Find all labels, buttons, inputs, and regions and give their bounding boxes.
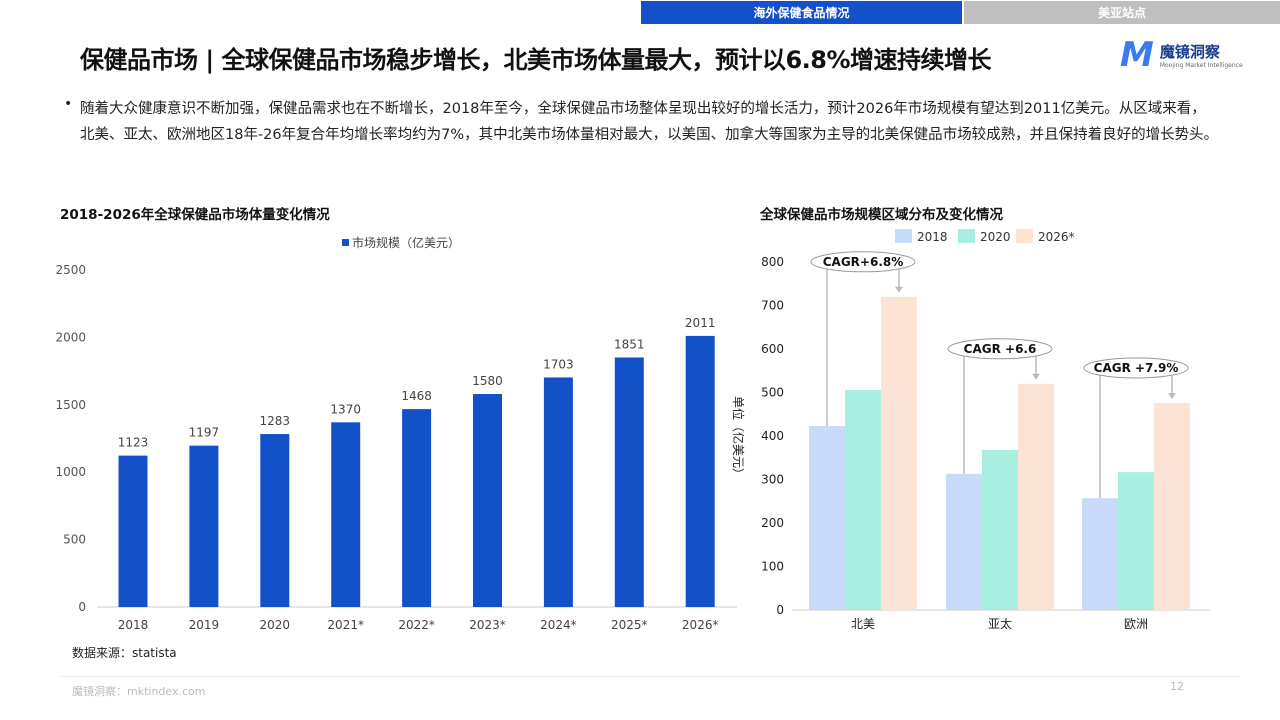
x-tick-label: 2025* (611, 618, 648, 632)
y-tick-label: 700 (761, 299, 784, 313)
legend-label: 2020 (980, 230, 1011, 244)
bar-北美-2026* (881, 296, 917, 610)
arrow-down-icon (895, 286, 903, 293)
logo-name: 魔镜洞察 (1159, 43, 1220, 61)
bar-欧洲-2026* (1154, 402, 1190, 610)
bar-2021* (331, 422, 361, 607)
data-label: 1468 (401, 389, 432, 403)
footer-divider (60, 676, 1240, 677)
page-title: 保健品市场 | 全球保健品市场稳步增长，北美市场体量最大，预计以6.8%增速持续… (80, 46, 992, 74)
cagr-bubble (1083, 357, 1189, 379)
cagr-label: CAGR+6.8% (823, 255, 904, 269)
legend-swatch (1016, 229, 1033, 243)
x-tick-label: 欧洲 (1124, 617, 1148, 631)
legend-label: 2018 (917, 230, 948, 244)
bar-2019 (189, 445, 219, 607)
data-source: 数据来源：statista (72, 646, 177, 660)
tab-overseas-health-food[interactable]: 海外保健食品情况 (641, 1, 962, 24)
x-tick-label: 2018 (118, 618, 149, 632)
logo: M 魔镜洞察 Moojing Market Intelligence (1120, 38, 1243, 72)
market-size-bar-chart: 0 500 1000 1500 2000 2500 市场规模（亿美元） 1123 2018 119… (55, 235, 737, 632)
y-tick-label: 300 (761, 473, 784, 487)
data-label: 1703 (543, 357, 574, 371)
logo-mark-icon: M (1120, 35, 1154, 75)
bar-2022* (402, 409, 432, 607)
y-tick-label: 100 (761, 560, 784, 574)
bar-欧洲-2018 (1082, 498, 1118, 610)
y-tick-label: 1000 (55, 465, 86, 479)
data-label: 1123 (118, 436, 149, 450)
y-tick-label: 0 (78, 600, 86, 614)
legend-label: 市场规模（亿美元） (352, 235, 460, 250)
x-tick-label: 北美 (851, 617, 875, 631)
legend-swatch (895, 229, 912, 243)
right-chart-title: 全球保健品市场规模区域分布及变化情况 (760, 207, 1003, 223)
bar-2020 (260, 434, 290, 607)
legend-swatch (342, 239, 349, 246)
y-tick-label: 2000 (55, 330, 86, 344)
y-tick-label: 800 (761, 255, 784, 269)
footer-text: 魔镜洞察：mktindex.com (72, 685, 206, 698)
data-label: 1283 (260, 414, 291, 428)
x-tick-label: 2023* (469, 618, 506, 632)
y-tick-label: 200 (761, 516, 784, 530)
y-tick-label: 600 (761, 342, 784, 356)
x-tick-label: 2026* (682, 618, 719, 632)
cagr-label: CAGR +7.9% (1094, 361, 1179, 375)
bar-2025* (614, 357, 644, 607)
y-tick-label: 400 (761, 429, 784, 443)
x-tick-label: 亚太 (988, 616, 1012, 631)
regional-bar-chart: 0 100 200 300 400 500 600 700 800 2018 2020 2026* 单位… (731, 229, 1210, 631)
y-axis-label: 单位（亿美元） (731, 396, 746, 480)
x-tick-label: 2021* (327, 618, 364, 632)
cagr-bubble (810, 251, 916, 273)
arrow-down-icon (1032, 373, 1040, 380)
x-tick-label: 2022* (398, 618, 435, 632)
bar-2023* (473, 394, 502, 607)
bar-亚太-2020 (982, 449, 1018, 610)
data-label: 1851 (614, 337, 645, 351)
x-tick-label: 2020 (260, 618, 291, 632)
bar-亚太-2026* (1018, 383, 1054, 610)
data-label: 1197 (189, 426, 220, 440)
bar-北美-2020 (845, 389, 881, 610)
bar-2026* (685, 335, 715, 607)
y-tick-label: 0 (776, 603, 784, 617)
bullet-icon: • (64, 96, 73, 112)
x-tick-label: 2019 (189, 618, 220, 632)
cagr-bubble (947, 338, 1053, 360)
arrow-down-icon (1168, 392, 1176, 399)
bar-欧洲-2020 (1118, 472, 1154, 610)
data-label: 2011 (685, 316, 716, 330)
bar-亚太-2018 (946, 473, 982, 610)
legend-label: 2026* (1038, 230, 1075, 244)
bar-北美-2018 (809, 425, 845, 610)
data-label: 1580 (472, 374, 503, 388)
cagr-label: CAGR +6.6 (964, 342, 1037, 356)
page-number: 12 (1170, 680, 1184, 693)
x-tick-label: 2024* (540, 618, 577, 632)
summary-paragraph: 随着大众健康意识不断加强，保健品需求也在不断增长，2018年至今，全球保健品市场… (80, 101, 1219, 143)
y-tick-label: 1500 (55, 398, 86, 412)
bar-2018 (118, 455, 148, 607)
bar-2024* (543, 377, 573, 607)
logo-subtitle: Moojing Market Intelligence (1159, 62, 1243, 69)
y-tick-label: 2500 (55, 263, 86, 277)
data-label: 1370 (330, 402, 361, 416)
y-tick-label: 500 (63, 533, 86, 547)
y-tick-label: 500 (761, 386, 784, 400)
left-chart-title: 2018-2026年全球保健品市场体量变化情况 (60, 207, 330, 223)
tab-us-amazon-site[interactable]: 美亚站点 (964, 1, 1280, 24)
legend-swatch (958, 229, 975, 243)
